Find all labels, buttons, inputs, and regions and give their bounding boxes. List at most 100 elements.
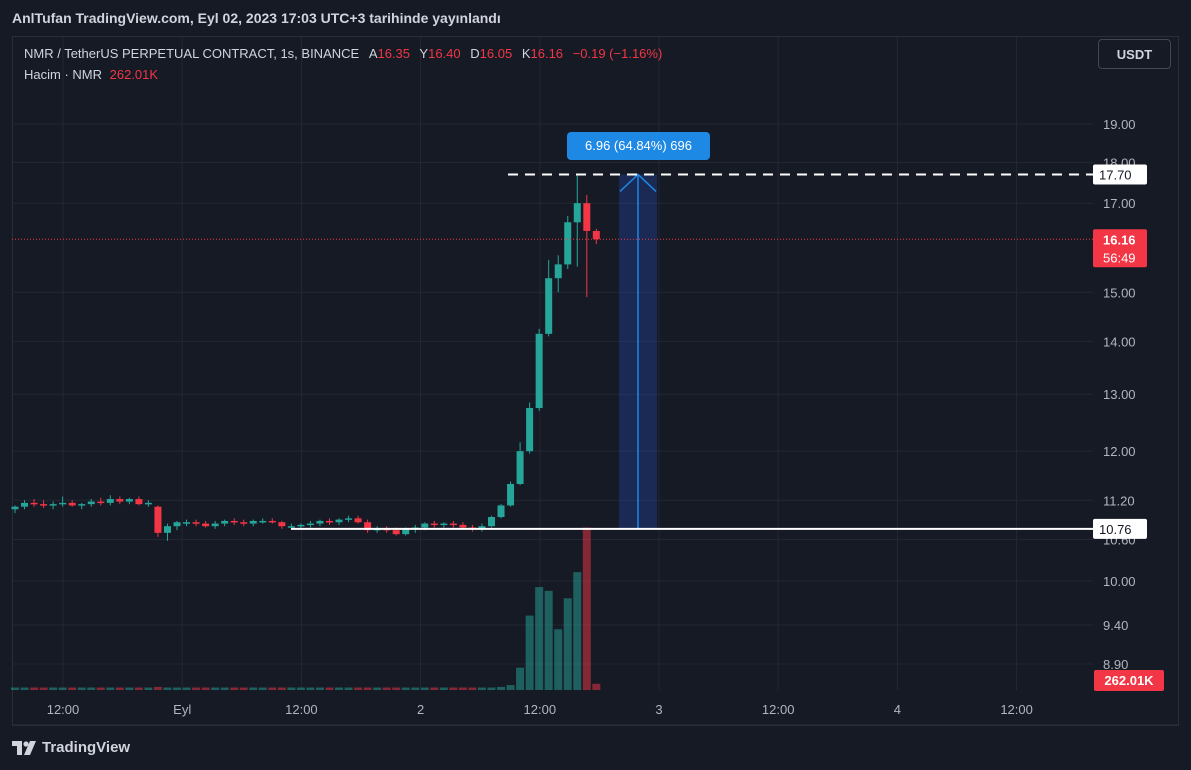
candle-body — [68, 502, 76, 506]
candle-body — [459, 524, 467, 528]
volume-bar — [392, 687, 401, 690]
volume-bar — [182, 687, 191, 690]
volume-bar — [87, 687, 96, 690]
volume-bar — [516, 667, 525, 690]
volume-bar — [230, 687, 239, 690]
candle-body — [345, 518, 353, 520]
candle-body — [354, 518, 362, 523]
candle-body — [240, 522, 248, 524]
open-key: A — [368, 46, 378, 61]
candle-body — [278, 522, 286, 527]
candle-body — [202, 523, 210, 527]
volume-bar — [20, 687, 29, 690]
candle-body — [259, 520, 267, 523]
volume-bar — [563, 598, 572, 690]
volume-bar — [296, 687, 305, 690]
volume-bar — [401, 687, 410, 690]
candle-body — [249, 520, 257, 524]
volume-bar — [39, 687, 48, 690]
candle-body — [154, 506, 162, 533]
close-key: K — [521, 46, 531, 61]
open-value: 16.35 — [377, 46, 411, 61]
volume-bar — [77, 687, 86, 690]
candle-body — [507, 483, 515, 506]
candle-body — [564, 222, 572, 265]
volume-bar — [315, 687, 324, 690]
volume-bar — [325, 687, 334, 690]
volume-bar — [68, 687, 77, 690]
volume-label[interactable]: Hacim · NMR — [24, 67, 102, 82]
volume-bar — [268, 687, 277, 690]
volume-bar — [582, 527, 591, 690]
candle-body — [516, 451, 524, 484]
symbol-name[interactable]: NMR / TetherUS PERPETUAL CONTRACT, 1s, B… — [24, 46, 360, 61]
candle-body — [49, 504, 57, 506]
volume-bar — [411, 687, 420, 690]
volume-bar — [382, 687, 391, 690]
last-price-label: 16.16 — [1103, 232, 1136, 247]
candle-body — [392, 530, 400, 535]
time-tick-label: 12:00 — [285, 702, 318, 717]
tradingview-icon — [12, 740, 36, 755]
candle-body — [183, 522, 191, 524]
candle-body — [221, 520, 229, 524]
chart-panel[interactable] — [12, 36, 1179, 726]
volume-bar — [211, 687, 220, 690]
candle-body — [430, 523, 438, 526]
volume-bar — [373, 687, 382, 690]
volume-bar — [420, 687, 429, 690]
published-caption: AnlTufan TradingView.com, Eyl 02, 2023 1… — [12, 10, 501, 26]
volume-bar — [592, 683, 601, 690]
price-tick-label: 15.00 — [1103, 285, 1136, 300]
price-tick-label: 9.40 — [1103, 618, 1128, 633]
volume-bar — [106, 687, 115, 690]
volume-tag-label: 262.01K — [1104, 673, 1154, 688]
candle-body — [78, 504, 86, 506]
volume-bar — [354, 687, 363, 690]
currency-button[interactable]: USDT — [1098, 39, 1171, 69]
candle-body — [30, 502, 38, 505]
time-tick-label: 12:00 — [524, 702, 557, 717]
candle-body — [526, 408, 534, 452]
price-tick-label: 10.00 — [1103, 574, 1136, 589]
high-level-label-box — [1093, 164, 1147, 185]
candle-body — [59, 502, 67, 505]
volume-bar — [458, 687, 467, 690]
tradingview-logo[interactable]: TradingView — [12, 739, 130, 756]
price-tick-label: 13.00 — [1103, 387, 1136, 402]
candle-body — [364, 522, 372, 531]
high-level-label: 17.70 — [1099, 167, 1132, 182]
candle-body — [11, 506, 19, 510]
candle-body — [554, 264, 562, 279]
volume-bar — [153, 686, 162, 690]
volume-bar — [96, 687, 105, 690]
volume-bar — [430, 687, 439, 690]
candle-body — [97, 501, 105, 504]
volume-bar — [535, 587, 544, 690]
price-tick-label: 14.00 — [1103, 334, 1136, 349]
volume-bar — [544, 590, 553, 690]
volume-bar — [144, 687, 153, 690]
candle-body — [144, 502, 152, 505]
volume-bar — [477, 687, 486, 690]
volume-bar — [487, 687, 496, 690]
candle-body — [211, 523, 219, 527]
volume-bar — [506, 685, 515, 690]
volume-bar — [58, 687, 67, 690]
candle-body — [192, 522, 200, 524]
time-tick-label: 12:00 — [47, 702, 80, 717]
volume-bar — [335, 687, 344, 690]
candle-body — [316, 520, 324, 524]
candle-body — [335, 519, 343, 523]
price-tick-label: 19.00 — [1103, 117, 1136, 132]
candle-body — [40, 504, 48, 506]
measure-label-box — [567, 132, 710, 160]
volume-value: 262.01K — [109, 67, 159, 82]
candle-body — [545, 278, 553, 334]
symbol-legend: NMR / TetherUS PERPETUAL CONTRACT, 1s, B… — [24, 46, 668, 61]
time-tick-label: Eyl — [173, 702, 191, 717]
countdown-label: 56:49 — [1103, 250, 1136, 265]
low-level-label-box — [1093, 518, 1147, 539]
volume-bar — [220, 687, 229, 690]
